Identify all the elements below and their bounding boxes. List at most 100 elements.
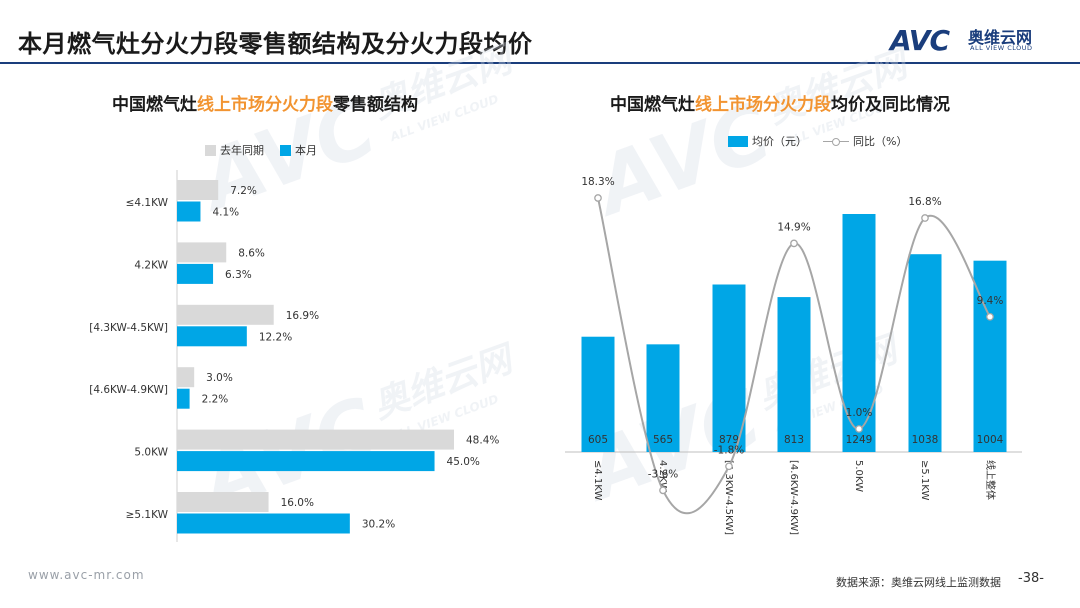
legend-item-yoy: 同比（%）: [823, 133, 907, 149]
bar-current: [177, 326, 247, 347]
left-category-label: 5.0KW: [134, 447, 168, 459]
data-label-current: 2.2%: [202, 394, 229, 406]
right-title-part-3: 均价及同比情况: [831, 95, 950, 115]
legend-label-yoy: 同比（%）: [853, 135, 908, 148]
footer-source: 数据来源：奥维云网线上监测数据: [836, 576, 1001, 589]
data-label-avg-price: 1249: [846, 434, 873, 446]
data-label-previous: 16.9%: [286, 310, 319, 322]
data-label-avg-price: 605: [588, 434, 608, 446]
legend-swatch-avg-price: [728, 135, 748, 147]
data-label-current: 45.0%: [447, 456, 480, 468]
logo-mark: AVC: [890, 24, 950, 57]
data-label-previous: 48.4%: [466, 435, 499, 447]
point-yoy: [659, 486, 667, 495]
legend-label-avg-price: 均价（元）: [752, 135, 807, 148]
data-label-current: 6.3%: [225, 269, 252, 281]
data-label-avg-price: 879: [719, 434, 739, 446]
left-title-part-3: 零售额结构: [333, 95, 418, 115]
right-category-label-group: ≥5.1KW: [919, 460, 930, 500]
legend-item-avg-price: 均价（元）: [728, 133, 807, 149]
data-label-yoy: 14.9%: [777, 221, 810, 233]
bar-current: [177, 451, 435, 472]
logo-en-text: ALL VIEW CLOUD: [970, 44, 1033, 52]
bar-avg-price: [712, 284, 746, 452]
legend-item-current: 本月: [280, 142, 317, 158]
page-title: 本月燃气灶分火力段零售额结构及分火力段均价: [18, 30, 533, 58]
bar-avg-price: [908, 254, 942, 452]
bar-previous: [177, 304, 274, 325]
brand-logo: AVC 奥维云网 ALL VIEW CLOUD: [890, 22, 1060, 58]
header-divider: [0, 62, 1080, 64]
data-label-avg-price: 1038: [912, 434, 939, 446]
data-label-current: 30.2%: [362, 519, 395, 531]
legend-label-current: 本月: [295, 144, 317, 157]
bar-avg-price: [646, 344, 680, 452]
legend-swatch-yoy: [823, 136, 849, 147]
data-label-yoy: -1.8%: [714, 444, 744, 456]
bar-previous: [177, 367, 195, 388]
data-label-avg-price: 565: [653, 434, 673, 446]
right-category-label-group: ≤4.1KW: [592, 460, 603, 500]
bar-current: [177, 388, 190, 409]
data-label-previous: 16.0%: [281, 497, 314, 509]
point-yoy: [986, 312, 994, 321]
data-label-previous: 7.2%: [230, 185, 257, 197]
bar-current: [177, 201, 201, 222]
data-label-yoy: 16.8%: [908, 196, 941, 208]
left-category-label: [4.3KW-4.5KW]: [89, 322, 168, 334]
point-yoy: [855, 425, 863, 433]
right-category-label: 线上整体: [984, 460, 997, 500]
right-category-label-group: 5.0KW: [853, 460, 864, 492]
right-category-label-group: 4.2KW: [657, 460, 668, 492]
page-number: -38-: [1018, 571, 1044, 586]
left-chart-title: 中国燃气灶线上市场分火力段零售额结构: [112, 90, 418, 115]
legend-label-previous: 去年同期: [220, 144, 264, 157]
data-label-current: 12.2%: [259, 331, 292, 343]
right-category-label: [4.3KW-4.5KW]: [723, 460, 734, 535]
legend-swatch-current: [280, 144, 291, 156]
point-yoy: [594, 194, 602, 202]
point-yoy: [790, 239, 798, 248]
bar-avg-price: [777, 297, 811, 452]
point-yoy: [725, 462, 733, 471]
data-label-current: 4.1%: [212, 207, 239, 219]
right-category-label: ≥5.1KW: [919, 460, 930, 500]
bar-current: [177, 513, 350, 534]
left-chart-legend: 去年同期 本月: [205, 142, 333, 158]
legend-swatch-previous: [205, 144, 216, 156]
right-title-part-2: 线上市场分火力段: [695, 95, 831, 115]
right-chart-legend: 均价（元） 同比（%）: [728, 133, 923, 149]
left-category-label: 4.2KW: [134, 259, 168, 271]
right-title-part-1: 中国燃气灶: [610, 95, 695, 115]
left-category-label: [4.6KW-4.9KW]: [89, 384, 168, 396]
data-label-yoy: 1.0%: [846, 407, 873, 419]
bar-current: [177, 263, 214, 284]
right-chart-title: 中国燃气灶线上市场分火力段均价及同比情况: [610, 90, 950, 115]
left-title-part-1: 中国燃气灶: [112, 95, 197, 115]
data-label-previous: 3.0%: [206, 372, 233, 384]
right-category-label: [4.6KW-4.9KW]: [788, 460, 799, 535]
bar-previous: [177, 492, 269, 512]
left-category-label: ≥5.1KW: [126, 509, 169, 521]
point-yoy: [921, 214, 929, 222]
bar-avg-price: [581, 336, 615, 452]
right-category-label: ≤4.1KW: [592, 460, 603, 500]
right-category-label-group: [4.6KW-4.9KW]: [788, 460, 799, 535]
bar-avg-price: [973, 260, 1007, 452]
bar-previous: [177, 242, 227, 263]
data-label-yoy: -3.6%: [648, 468, 678, 480]
right-category-label: 5.0KW: [853, 460, 864, 492]
bar-previous: [177, 180, 219, 200]
legend-item-previous: 去年同期: [205, 142, 264, 158]
right-category-label: 4.2KW: [657, 460, 668, 492]
left-category-label: ≤4.1KW: [126, 197, 169, 209]
bar-previous: [177, 429, 454, 450]
data-label-previous: 8.6%: [238, 247, 265, 259]
data-label-avg-price: 813: [784, 434, 804, 446]
right-category-label-group: [4.3KW-4.5KW]: [723, 460, 734, 535]
left-title-part-2: 线上市场分火力段: [197, 95, 333, 115]
data-label-avg-price: 1004: [977, 434, 1004, 446]
data-label-yoy: 18.3%: [581, 176, 614, 188]
